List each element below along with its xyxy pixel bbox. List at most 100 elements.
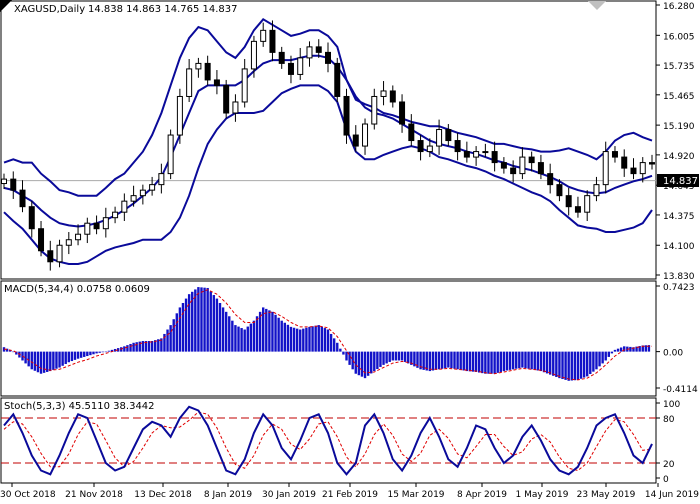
macd-bar xyxy=(320,326,324,352)
macd-bar xyxy=(163,333,166,352)
macd-y-tick-label: -0.4114 xyxy=(663,385,698,395)
candle-body xyxy=(528,156,535,164)
macd-bar xyxy=(382,351,385,365)
macd-bar xyxy=(295,328,299,352)
candle-body xyxy=(65,239,72,246)
macd-bar xyxy=(416,351,419,368)
candle-body xyxy=(112,211,119,219)
macd-bar xyxy=(508,351,512,370)
macd-bar xyxy=(533,351,536,370)
macd-bar xyxy=(89,351,92,356)
candle-body xyxy=(649,162,655,165)
x-tick-label: 8 Jan 2019 xyxy=(204,490,252,500)
candle-body xyxy=(371,95,378,125)
candle-body xyxy=(556,184,563,197)
macd-bar xyxy=(209,291,212,352)
macd-bar xyxy=(83,351,86,357)
macd-bar xyxy=(579,351,583,379)
last-price-badge xyxy=(657,174,699,187)
macd-bar xyxy=(95,351,98,354)
macd-bar xyxy=(468,351,472,372)
macd-bar xyxy=(39,351,43,374)
x-tick-label: 21 Nov 2018 xyxy=(65,490,123,500)
macd-bar xyxy=(524,351,527,369)
macd-bar xyxy=(422,351,425,370)
macd-bar xyxy=(342,351,345,355)
candle-body xyxy=(445,129,452,142)
candle-body xyxy=(28,206,35,230)
macd-bar xyxy=(200,287,203,352)
candle-body xyxy=(223,84,230,114)
macd-bar xyxy=(326,329,330,352)
candle-body xyxy=(343,95,350,136)
stoch-y-tick-label: 100 xyxy=(663,400,680,410)
macd-bar xyxy=(558,351,561,379)
macd-bar xyxy=(15,351,18,355)
macd-bar xyxy=(255,316,259,352)
macd-bar xyxy=(79,351,83,358)
macd-bar xyxy=(502,351,506,372)
macd-bar xyxy=(73,351,77,360)
macd-bar xyxy=(561,351,564,380)
macd-bar xyxy=(67,351,70,363)
macd-bar xyxy=(354,351,357,374)
macd-signal-line xyxy=(3,289,653,381)
macd-bar xyxy=(434,351,438,370)
macd-bar xyxy=(110,349,114,352)
macd-bar xyxy=(490,351,493,374)
candle-body xyxy=(621,156,628,169)
macd-bar xyxy=(616,348,620,352)
candle-body xyxy=(436,129,443,147)
candle-body xyxy=(389,90,396,103)
candle-body xyxy=(630,167,637,175)
macd-bar xyxy=(604,351,607,361)
macd-bar xyxy=(86,351,89,357)
chart-shift-arrow-icon[interactable] xyxy=(588,1,606,10)
macd-bar xyxy=(212,295,216,352)
macd-bar xyxy=(184,298,188,352)
candle-body xyxy=(121,200,128,213)
macd-bar xyxy=(511,351,515,370)
candle-body xyxy=(482,151,489,154)
macd-bar xyxy=(221,307,225,352)
macd-bar xyxy=(586,351,589,377)
macd-bar xyxy=(545,351,549,374)
macd-bar xyxy=(228,316,231,352)
candle-body xyxy=(510,167,517,175)
stoch-main-line xyxy=(3,405,653,476)
macd-bar xyxy=(465,351,469,372)
macd-bar xyxy=(237,326,240,352)
candle-body xyxy=(93,222,100,230)
price-y-tick-label: 13.830 xyxy=(663,272,695,282)
macd-bar xyxy=(243,329,246,352)
macd-bar xyxy=(644,345,648,352)
macd-bar xyxy=(76,351,80,359)
macd-bar xyxy=(317,325,320,352)
macd-bar xyxy=(363,351,367,379)
macd-bar xyxy=(598,351,601,367)
price-y-tick-label: 15.735 xyxy=(663,62,695,72)
x-tick-label: 21 Feb 2019 xyxy=(322,490,378,500)
stoch-y-tick-label: 20 xyxy=(663,460,675,470)
candle-body xyxy=(56,244,63,263)
macd-bar xyxy=(462,351,465,371)
macd-bar xyxy=(366,351,370,376)
macd-bar xyxy=(539,351,543,372)
price-y-tick-label: 15.190 xyxy=(663,122,695,132)
candle-body xyxy=(186,68,193,97)
candle-body xyxy=(269,29,276,53)
macd-bar xyxy=(376,351,379,370)
candle-body xyxy=(84,222,91,235)
candle-body xyxy=(334,62,341,97)
time-axis: 30 Oct 2018 21 Nov 2018 13 Dec 2018 8 Jan 2… xyxy=(0,483,699,500)
macd-bar xyxy=(518,351,521,369)
macd-bar xyxy=(181,303,185,352)
macd-bar xyxy=(203,287,206,352)
macd-bar xyxy=(49,351,52,372)
candle-body xyxy=(584,195,591,213)
candle-body xyxy=(325,51,331,64)
candle-body xyxy=(417,140,424,153)
macd-bar xyxy=(339,348,342,352)
macd-bar xyxy=(505,351,509,371)
macd-bar xyxy=(410,351,413,365)
